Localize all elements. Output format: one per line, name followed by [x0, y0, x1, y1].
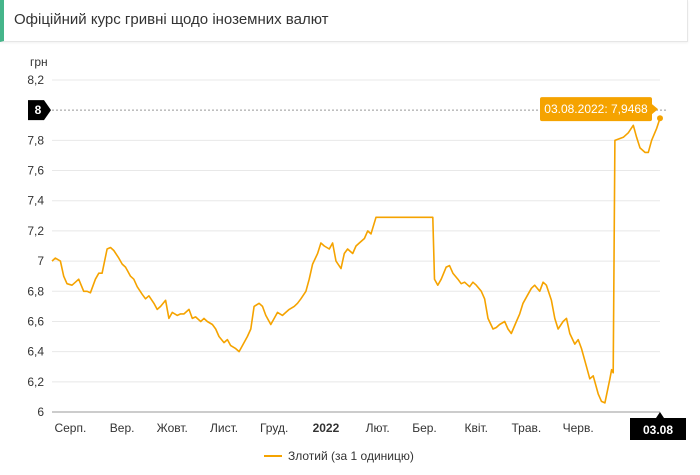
exchange-rate-chart: грн 8,2 7,8 7,6 7,4 7,2 7 6,8 6,6 6,4 6,2 6 Серп. Вер…: [27, 55, 686, 463]
y-tick-label: 8,2: [27, 73, 44, 87]
y-marker-label: 8: [35, 103, 42, 117]
page-title: Офіційний курс гривні щодо іноземних вал…: [14, 11, 329, 28]
y-tick-label: 6: [37, 405, 44, 419]
y-tick-label: 7,2: [27, 224, 44, 238]
x-tick-label: Груд.: [260, 421, 288, 435]
y-tick-label: 7,6: [27, 164, 44, 178]
x-tick-label: Квіт.: [464, 421, 488, 435]
series-line-zloty: [51, 117, 661, 404]
y-marker-badge: [28, 100, 51, 121]
x-tick-label: Жовт.: [157, 421, 188, 435]
tooltip-text: 03.08.2022: 7,9468: [544, 102, 648, 116]
y-tick-label: 6,8: [27, 284, 44, 298]
y-axis-unit-label: грн: [30, 55, 48, 69]
x-tick-label: Черв.: [563, 421, 594, 435]
x-tick-label: Серп.: [54, 421, 86, 435]
x-marker-label: 03.08: [643, 423, 673, 437]
x-tick-label: Лист.: [210, 421, 238, 435]
y-tick-label: 6,2: [27, 375, 44, 389]
y-tick-label: 6,4: [27, 345, 44, 359]
y-tick-label: 7,8: [27, 133, 44, 147]
tooltip-box: [540, 97, 652, 122]
x-tick-label: Трав.: [512, 421, 542, 435]
x-tick-label: Вер.: [110, 421, 135, 435]
x-marker-badge: [630, 412, 686, 440]
series-hover-point: [657, 115, 663, 122]
legend-label: Злотий (за 1 одиницю): [288, 449, 414, 463]
x-tick-label: Лют.: [366, 421, 390, 435]
y-tick-label: 7,4: [27, 194, 44, 208]
tooltip-pointer: [652, 104, 658, 115]
y-tick-label: 7: [37, 254, 44, 268]
x-tick-label: 2022: [313, 421, 340, 435]
y-tick-label: 6,6: [27, 314, 44, 328]
header-panel: Офіційний курс гривні щодо іноземних вал…: [0, 0, 688, 42]
x-tick-label: Бер.: [412, 421, 437, 435]
